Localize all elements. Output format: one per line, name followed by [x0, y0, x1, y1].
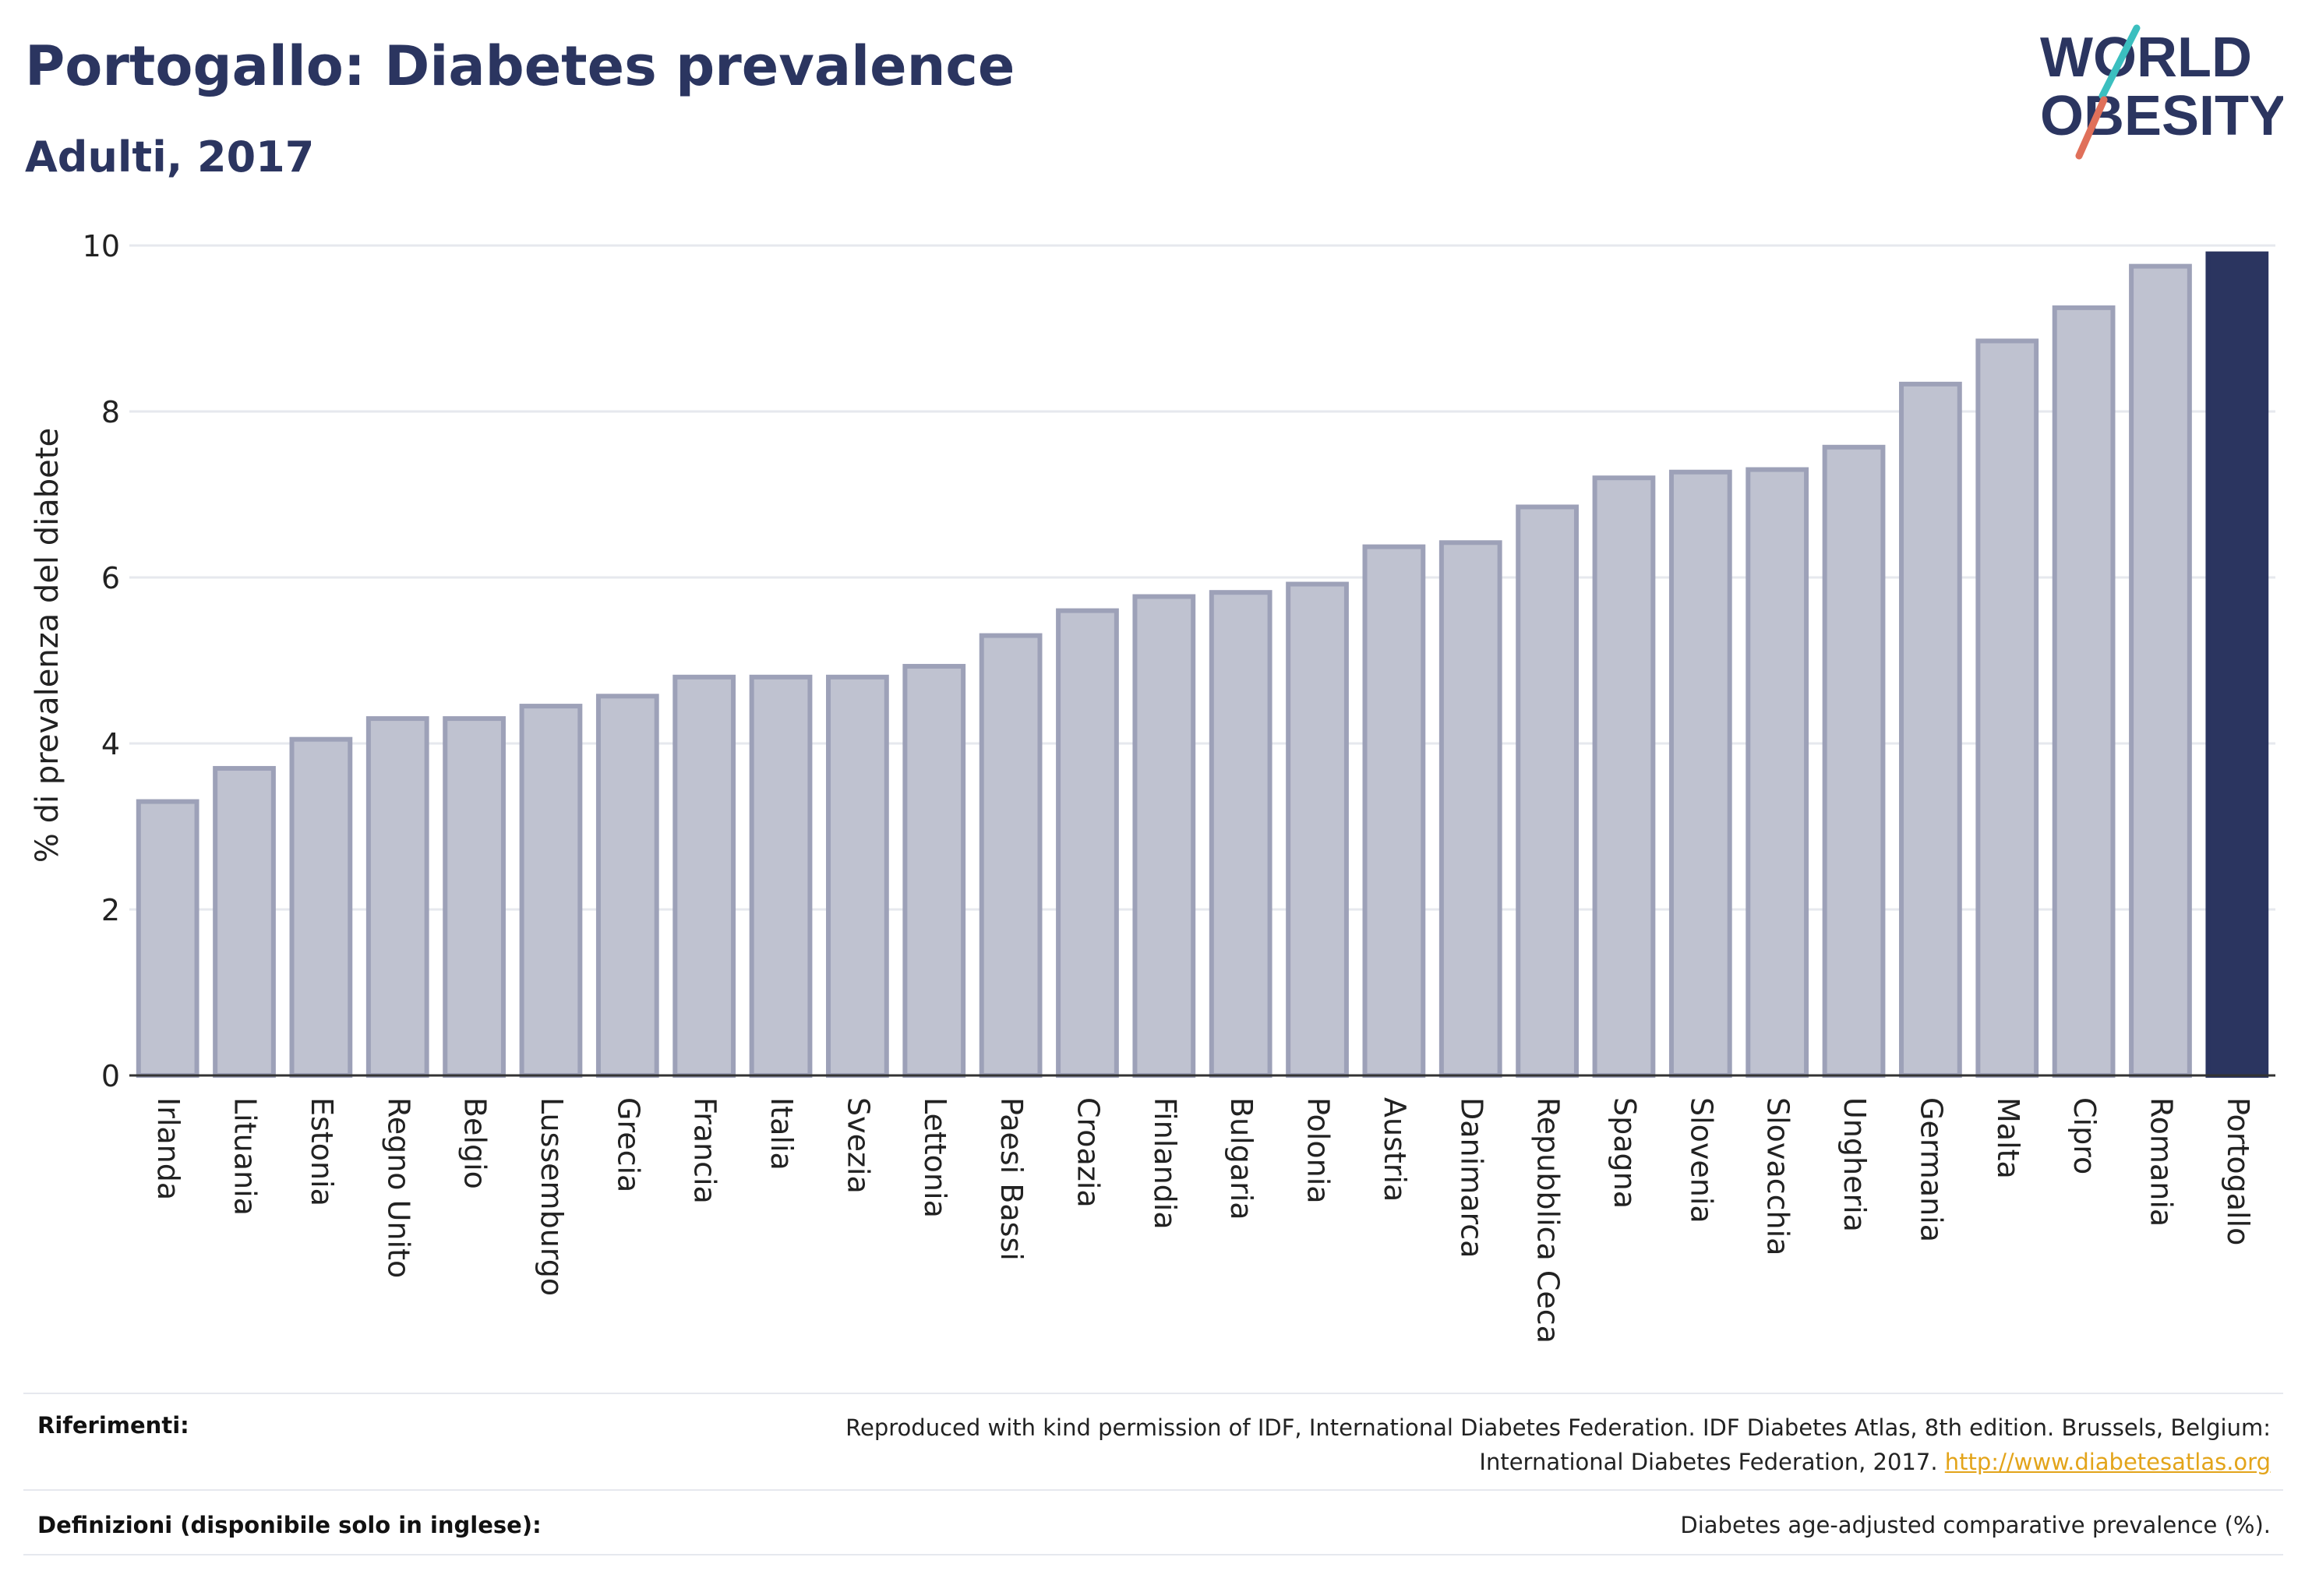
x-tick-label: Slovenia — [1684, 1097, 1718, 1223]
y-tick-label: 0 — [101, 1059, 120, 1093]
x-tick-label: Svezia — [841, 1097, 875, 1194]
x-tick-label: Romania — [2144, 1097, 2178, 1227]
references-line-2-text: International Diabetes Federation, 2017. — [1479, 1449, 1938, 1475]
y-tick-labels: 0 2 4 6 8 10 — [83, 229, 120, 1093]
bar-cipro — [2052, 305, 2116, 1078]
bar-repubblica-ceca — [1516, 504, 1579, 1078]
x-tick-label: Danimarca — [1454, 1097, 1488, 1258]
footer-divider-middle — [23, 1489, 2283, 1491]
logo-text-obesity: OBESITY — [2040, 85, 2283, 147]
y-tick-label: 2 — [101, 893, 120, 927]
y-tick-label: 10 — [83, 229, 120, 263]
logo-slash-top — [2099, 24, 2141, 100]
y-axis-label: % di prevalenza del diabete — [30, 428, 65, 863]
x-tick-label: Cipro — [2067, 1097, 2102, 1174]
bar-malta — [1975, 338, 2039, 1079]
y-tick-label: 6 — [101, 561, 120, 595]
x-tick-label: Regno Unito — [381, 1097, 415, 1278]
bar-lituania — [213, 765, 276, 1078]
footer-references: Riferimenti: Reproduced with kind permis… — [23, 1403, 2283, 1488]
bar-estonia — [289, 736, 353, 1078]
footer-divider-top — [23, 1393, 2283, 1394]
x-tick-label: Estonia — [305, 1097, 339, 1206]
y-tick-label: 8 — [101, 395, 120, 429]
bar-ungheria — [1822, 444, 1886, 1078]
definitions-text: Diabetes age-adjusted comparative preval… — [1680, 1512, 2271, 1538]
bar-bulgaria — [1209, 590, 1273, 1078]
x-tick-label: Italia — [764, 1097, 799, 1171]
page-subtitle: Adulti, 2017 — [25, 132, 315, 182]
references-line-2: International Diabetes Federation, 2017.… — [556, 1445, 2271, 1479]
x-tick-label: Belgio — [458, 1097, 492, 1189]
references-text: Reproduced with kind permission of IDF, … — [556, 1411, 2271, 1479]
bar-paesi-bassi — [979, 633, 1043, 1078]
x-tick-label: Finlandia — [1148, 1097, 1182, 1230]
bar-regno-unito — [365, 716, 429, 1078]
world-obesity-logo: WORLD OBESITY — [2040, 24, 2283, 160]
bar-croazia — [1056, 608, 1119, 1078]
bar-irlanda — [136, 799, 199, 1079]
bar-slovacchia — [1746, 467, 1809, 1078]
bar-lussemburgo — [519, 704, 583, 1078]
bar-belgio — [443, 716, 506, 1078]
references-link[interactable]: http://www.diabetesatlas.org — [1944, 1449, 2271, 1475]
x-tick-label: Croazia — [1071, 1097, 1105, 1208]
bar-lettonia — [902, 663, 966, 1078]
x-tick-label: Grecia — [611, 1097, 645, 1192]
x-tick-label: Germania — [1914, 1097, 1948, 1242]
y-tick-label: 4 — [101, 727, 120, 761]
x-tick-label: Paesi Bassi — [994, 1097, 1029, 1261]
bar-polonia — [1286, 581, 1349, 1078]
bar-slovenia — [1668, 469, 1732, 1078]
bar-danimarca — [1438, 540, 1502, 1078]
bar-finlandia — [1132, 594, 1196, 1078]
x-tick-label: Ungheria — [1837, 1097, 1872, 1232]
footer-definitions: Definizioni (disponibile solo in inglese… — [23, 1496, 2283, 1551]
x-tick-label: Francia — [688, 1097, 722, 1204]
bar-italia — [749, 674, 813, 1078]
x-tick-label: Lettonia — [918, 1097, 952, 1218]
x-tick-label: Austria — [1378, 1097, 1412, 1202]
x-tick-label: Polonia — [1301, 1097, 1336, 1204]
references-line-1: Reproduced with kind permission of IDF, … — [845, 1414, 2271, 1441]
x-tick-label: Portogallo — [2221, 1097, 2255, 1245]
bar-francia — [672, 674, 736, 1078]
page-title: Portogallo: Diabetes prevalence — [25, 34, 1015, 98]
references-label: Riferimenti: — [37, 1412, 189, 1439]
x-tick-label: Slovacchia — [1761, 1097, 1795, 1255]
bar-svezia — [826, 674, 889, 1078]
definitions-label: Definizioni (disponibile solo in inglese… — [37, 1512, 542, 1538]
bar-grecia — [595, 694, 659, 1078]
x-tick-label: Spagna — [1608, 1097, 1642, 1209]
x-tick-label: Lituania — [228, 1097, 263, 1216]
bar-chart: 0 2 4 6 8 10 Irlanda Lituania Estonia Regno Unit… — [30, 229, 2275, 1344]
bar-spagna — [1592, 475, 1656, 1078]
x-tick-label: Bulgaria — [1224, 1097, 1258, 1220]
bars — [136, 251, 2269, 1079]
bar-austria — [1362, 544, 1426, 1078]
x-tick-label: Repubblica Ceca — [1531, 1097, 1565, 1344]
bar-portogallo — [2205, 251, 2269, 1078]
x-tick-labels: Irlanda Lituania Estonia Regno Unito Belgio L… — [151, 1097, 2255, 1344]
logo-text-world: WORLD — [2040, 26, 2252, 89]
footer-divider-bottom — [23, 1554, 2283, 1555]
bar-germania — [1899, 381, 1962, 1079]
x-tick-label: Malta — [1991, 1097, 2025, 1179]
x-tick-label: Irlanda — [151, 1097, 185, 1200]
bar-romania — [2129, 263, 2192, 1078]
logo-slash-bottom — [2075, 96, 2108, 160]
x-tick-label: Lussemburgo — [535, 1097, 569, 1296]
